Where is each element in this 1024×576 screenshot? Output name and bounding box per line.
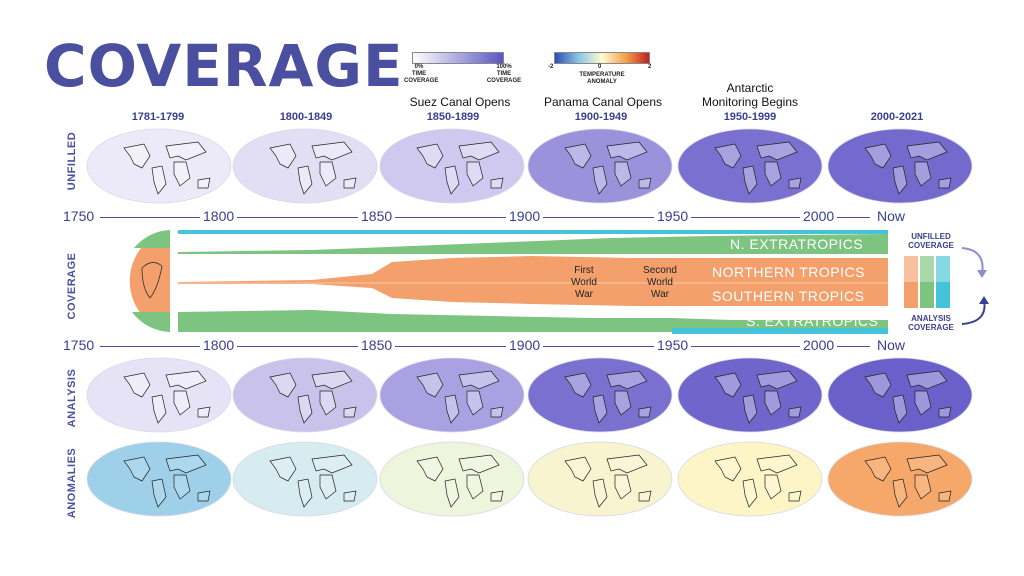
anomaly-legend-max: 2 xyxy=(648,64,652,70)
period-label: 2000-2021 xyxy=(870,111,924,123)
band-label-s-extratropics: S. EXTRATROPICS xyxy=(746,313,879,329)
arrow-up-icon xyxy=(979,296,989,304)
world-map-anomalies xyxy=(677,441,823,517)
analysis-band-south xyxy=(672,328,888,334)
side-label-unfilled: UNFILLED COVERAGE xyxy=(908,232,954,250)
period-label: 1800-1849 xyxy=(279,111,333,123)
world-map-unfilled xyxy=(677,128,823,204)
axis-year: 1800 xyxy=(200,337,238,353)
row-label-coverage: COVERAGE xyxy=(66,252,78,320)
war-label-first: First World War xyxy=(571,265,597,300)
war-label-second: Second World War xyxy=(643,265,677,300)
period-label: 1900-1949 xyxy=(574,111,628,123)
milestone-panama: Panama Canal Opens xyxy=(543,95,663,109)
axis-year: 1900 xyxy=(506,337,544,353)
world-map-unfilled xyxy=(527,128,673,204)
row-label-anomalies: ANOMALIES xyxy=(66,447,78,519)
anomaly-legend-min: -2 xyxy=(548,64,554,70)
coverage-arrows xyxy=(961,247,989,325)
world-map-analysis xyxy=(527,357,673,433)
axis-year: 1850 xyxy=(358,337,396,353)
timeline-axis-top: 1750 1800 1850 1900 1950 2000 Now xyxy=(60,207,910,227)
period-label: 1781-1799 xyxy=(131,111,185,123)
anomaly-legend: -2 0 2 TEMPERATURE ANOMALY xyxy=(548,52,651,85)
band-s-extratropics xyxy=(178,310,888,332)
axis-year: 2000 xyxy=(800,208,838,224)
page-title: COVERAGE xyxy=(44,32,404,100)
world-map-unfilled xyxy=(232,128,378,204)
side-label-analysis: ANALYSIS COVERAGE xyxy=(908,314,954,332)
axis-year: 1950 xyxy=(654,208,692,224)
period-label: 1850-1899 xyxy=(426,111,480,123)
axis-year: 1750 xyxy=(60,337,98,353)
milestone-suez: Suez Canal Opens xyxy=(409,95,511,109)
arrow-down-icon xyxy=(977,270,987,278)
coverage-legend-min: 0% TIME COVERAGE xyxy=(404,64,439,84)
axis-year: Now xyxy=(874,208,909,224)
coverage-legend: 0% TIME COVERAGE 100% TIME COVERAGE xyxy=(404,52,521,84)
world-map-anomalies xyxy=(232,441,378,517)
band-label-southern-tropics: SOUTHERN TROPICS xyxy=(712,288,865,304)
band-tropics xyxy=(178,256,888,306)
band-label-n-extratropics: N. EXTRATROPICS xyxy=(730,236,864,252)
band-label-northern-tropics: NORTHERN TROPICS xyxy=(712,264,865,280)
timeline-axis-bottom: 1750 1800 1850 1900 1950 2000 Now xyxy=(60,336,910,356)
world-map-analysis xyxy=(232,357,378,433)
world-map-anomalies xyxy=(527,441,673,517)
world-map-unfilled xyxy=(86,128,232,204)
period-label: 1950-1999 xyxy=(723,111,777,123)
coverage-band-diagram xyxy=(129,230,888,334)
band-n-extratropics xyxy=(178,234,888,254)
side-coverage-legend xyxy=(904,256,950,308)
globe-icon xyxy=(129,230,170,332)
axis-year: 1900 xyxy=(506,208,544,224)
world-map-anomalies xyxy=(379,441,525,517)
anomaly-colorbar xyxy=(554,52,650,64)
row-label-analysis: ANALYSIS xyxy=(66,368,78,428)
milestone-antarctic: Antarctic Monitoring Begins xyxy=(701,81,799,109)
world-map-analysis xyxy=(379,357,525,433)
axis-year: 1950 xyxy=(654,337,692,353)
world-map-analysis xyxy=(86,357,232,433)
anomaly-legend-label: TEMPERATURE ANOMALY xyxy=(579,72,625,85)
world-map-anomalies xyxy=(86,441,232,517)
coverage-colorbar xyxy=(412,52,504,64)
world-map-unfilled xyxy=(379,128,525,204)
world-map-analysis xyxy=(677,357,823,433)
world-map-anomalies xyxy=(827,441,973,517)
row-label-unfilled: UNFILLED xyxy=(66,131,78,191)
axis-year: 1800 xyxy=(200,208,238,224)
axis-year: Now xyxy=(874,337,909,353)
axis-year: 1850 xyxy=(358,208,396,224)
axis-year: 2000 xyxy=(800,337,838,353)
anomaly-legend-mid: 0 xyxy=(598,64,602,70)
coverage-legend-max: 100% TIME COVERAGE xyxy=(486,64,522,84)
axis-year: 1750 xyxy=(60,208,98,224)
analysis-band-north xyxy=(178,230,888,234)
world-map-analysis xyxy=(827,357,973,433)
world-map-unfilled xyxy=(827,128,973,204)
